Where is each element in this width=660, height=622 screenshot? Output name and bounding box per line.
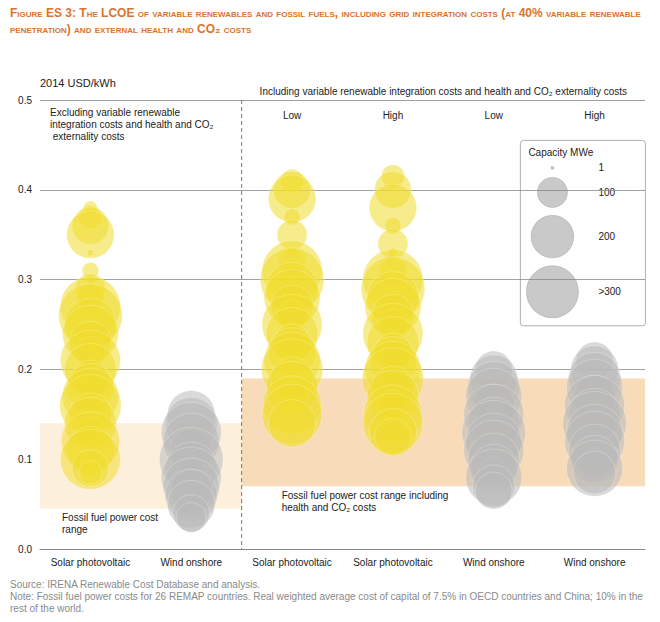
svg-text:Solar photovoltaic: Solar photovoltaic (252, 557, 332, 568)
svg-text:health and CO₂ costs: health and CO₂ costs (282, 502, 377, 513)
svg-text:100: 100 (598, 187, 615, 198)
svg-text:High: High (383, 110, 404, 121)
html-text:Note: Fossil fuel power costs: Note: Fossil fuel power costs for 26 REM… (10, 591, 643, 614)
svg-text:range: range (62, 524, 88, 535)
svg-text:Solar photovoltaic: Solar photovoltaic (353, 557, 433, 568)
svg-text:Excluding variable renewable: Excluding variable renewable (50, 107, 183, 118)
svg-text:Low: Low (485, 110, 504, 121)
svg-text:0.0: 0.0 (18, 544, 32, 555)
svg-text:>300: >300 (598, 286, 621, 297)
svg-text:Low: Low (283, 110, 302, 121)
html-text:Figure ES 3: The LCOE of varia: Figure ES 3: The LCOE of variable renewa… (10, 6, 641, 36)
svg-text:Capacity MWe: Capacity MWe (528, 147, 593, 158)
svg-text:Wind onshore: Wind onshore (463, 557, 525, 568)
svg-text:Including variable renewable i: Including variable renewable integration… (260, 86, 627, 97)
html-text:Source: IRENA Renewable Cost D: Source: IRENA Renewable Cost Database an… (10, 579, 261, 590)
svg-text:Fossil fuel power cost range i: Fossil fuel power cost range including (282, 490, 452, 501)
svg-text:0.4: 0.4 (18, 184, 32, 195)
svg-text:Wind onshore: Wind onshore (160, 557, 222, 568)
svg-text:2014 USD/kWh: 2014 USD/kWh (40, 77, 116, 89)
svg-text:Fossil fuel power cost: Fossil fuel power cost (62, 512, 161, 523)
svg-text:Wind onshore: Wind onshore (564, 557, 626, 568)
svg-text:integration costs and health a: integration costs and health and CO₂ (50, 119, 214, 130)
svg-text:High: High (584, 110, 605, 121)
svg-text:0.5: 0.5 (18, 95, 32, 106)
svg-text:0.1: 0.1 (18, 454, 32, 465)
svg-text:0.2: 0.2 (18, 364, 32, 375)
svg-text:externality costs: externality costs (50, 131, 124, 142)
svg-text:1: 1 (598, 162, 604, 173)
svg-text:0.3: 0.3 (18, 274, 32, 285)
svg-text:Solar photovoltaic: Solar photovoltaic (51, 557, 131, 568)
svg-text:200: 200 (598, 231, 615, 242)
